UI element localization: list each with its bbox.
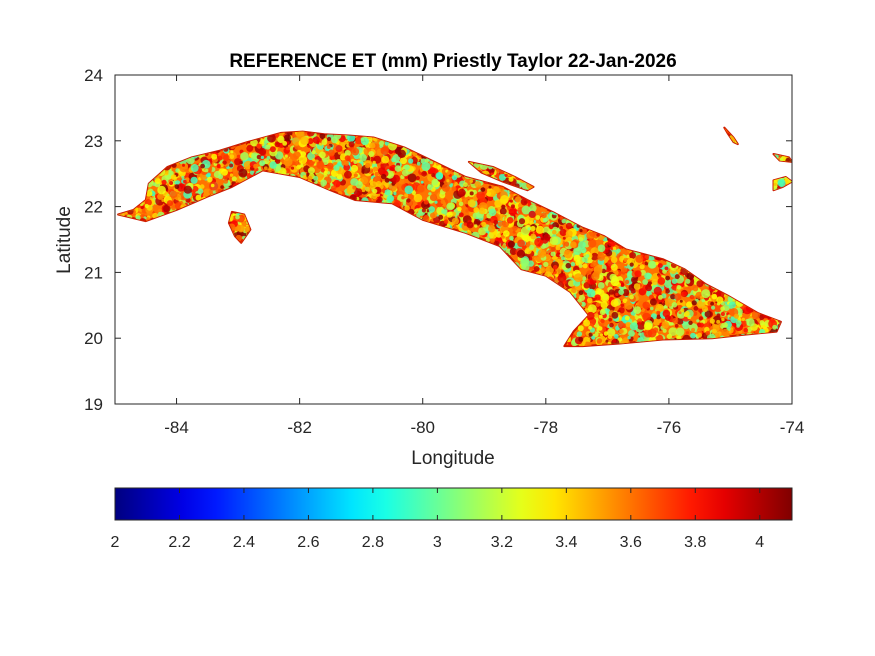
x-axis-ticks: -84 -82 -80 -78 -76 -74: [164, 75, 804, 437]
colorbar-tick-label: 3.4: [555, 534, 577, 551]
colorbar-tick-label: 4: [755, 534, 764, 551]
colorbar-tick-label: 2.2: [168, 534, 190, 551]
y-axis-ticks: 24 23 22 21 20 19: [84, 66, 792, 414]
y-tick-label: 21: [84, 263, 103, 282]
x-axis-label: Longitude: [411, 448, 494, 469]
colorbar-tick-label: 3.6: [620, 534, 642, 551]
x-tick-label: -78: [534, 418, 559, 437]
chart-title: REFERENCE ET (mm) Priestly Taylor 22-Jan…: [229, 51, 676, 72]
colorbar: [114, 487, 793, 521]
y-tick-label: 22: [84, 198, 103, 217]
y-tick-label: 23: [84, 132, 103, 151]
y-tick-label: 24: [84, 66, 103, 85]
colorbar-tick-label: 2.6: [297, 534, 319, 551]
y-tick-label: 20: [84, 329, 103, 348]
colorbar-tick-label: 2: [111, 534, 120, 551]
y-tick-label: 19: [84, 395, 103, 414]
colorbar-tick-label: 3: [433, 534, 442, 551]
colorbar-tick-label: 3.8: [684, 534, 706, 551]
x-tick-label: -84: [164, 418, 189, 437]
colorbar-ticks: 2 2.2 2.4 2.6 2.8 3 3.2 3.4 3.6 3.8 4: [111, 488, 764, 551]
plot-frame: [114, 74, 793, 405]
colorbar-tick-label: 2.8: [362, 534, 384, 551]
x-tick-label: -76: [657, 418, 682, 437]
y-axis-label: Latitude: [54, 206, 75, 274]
x-tick-label: -82: [287, 418, 312, 437]
x-tick-label: -74: [780, 418, 805, 437]
colorbar-tick-label: 2.4: [233, 534, 255, 551]
plot-area: [115, 75, 792, 404]
colorbar-tick-label: 3.2: [491, 534, 513, 551]
x-tick-label: -80: [410, 418, 435, 437]
